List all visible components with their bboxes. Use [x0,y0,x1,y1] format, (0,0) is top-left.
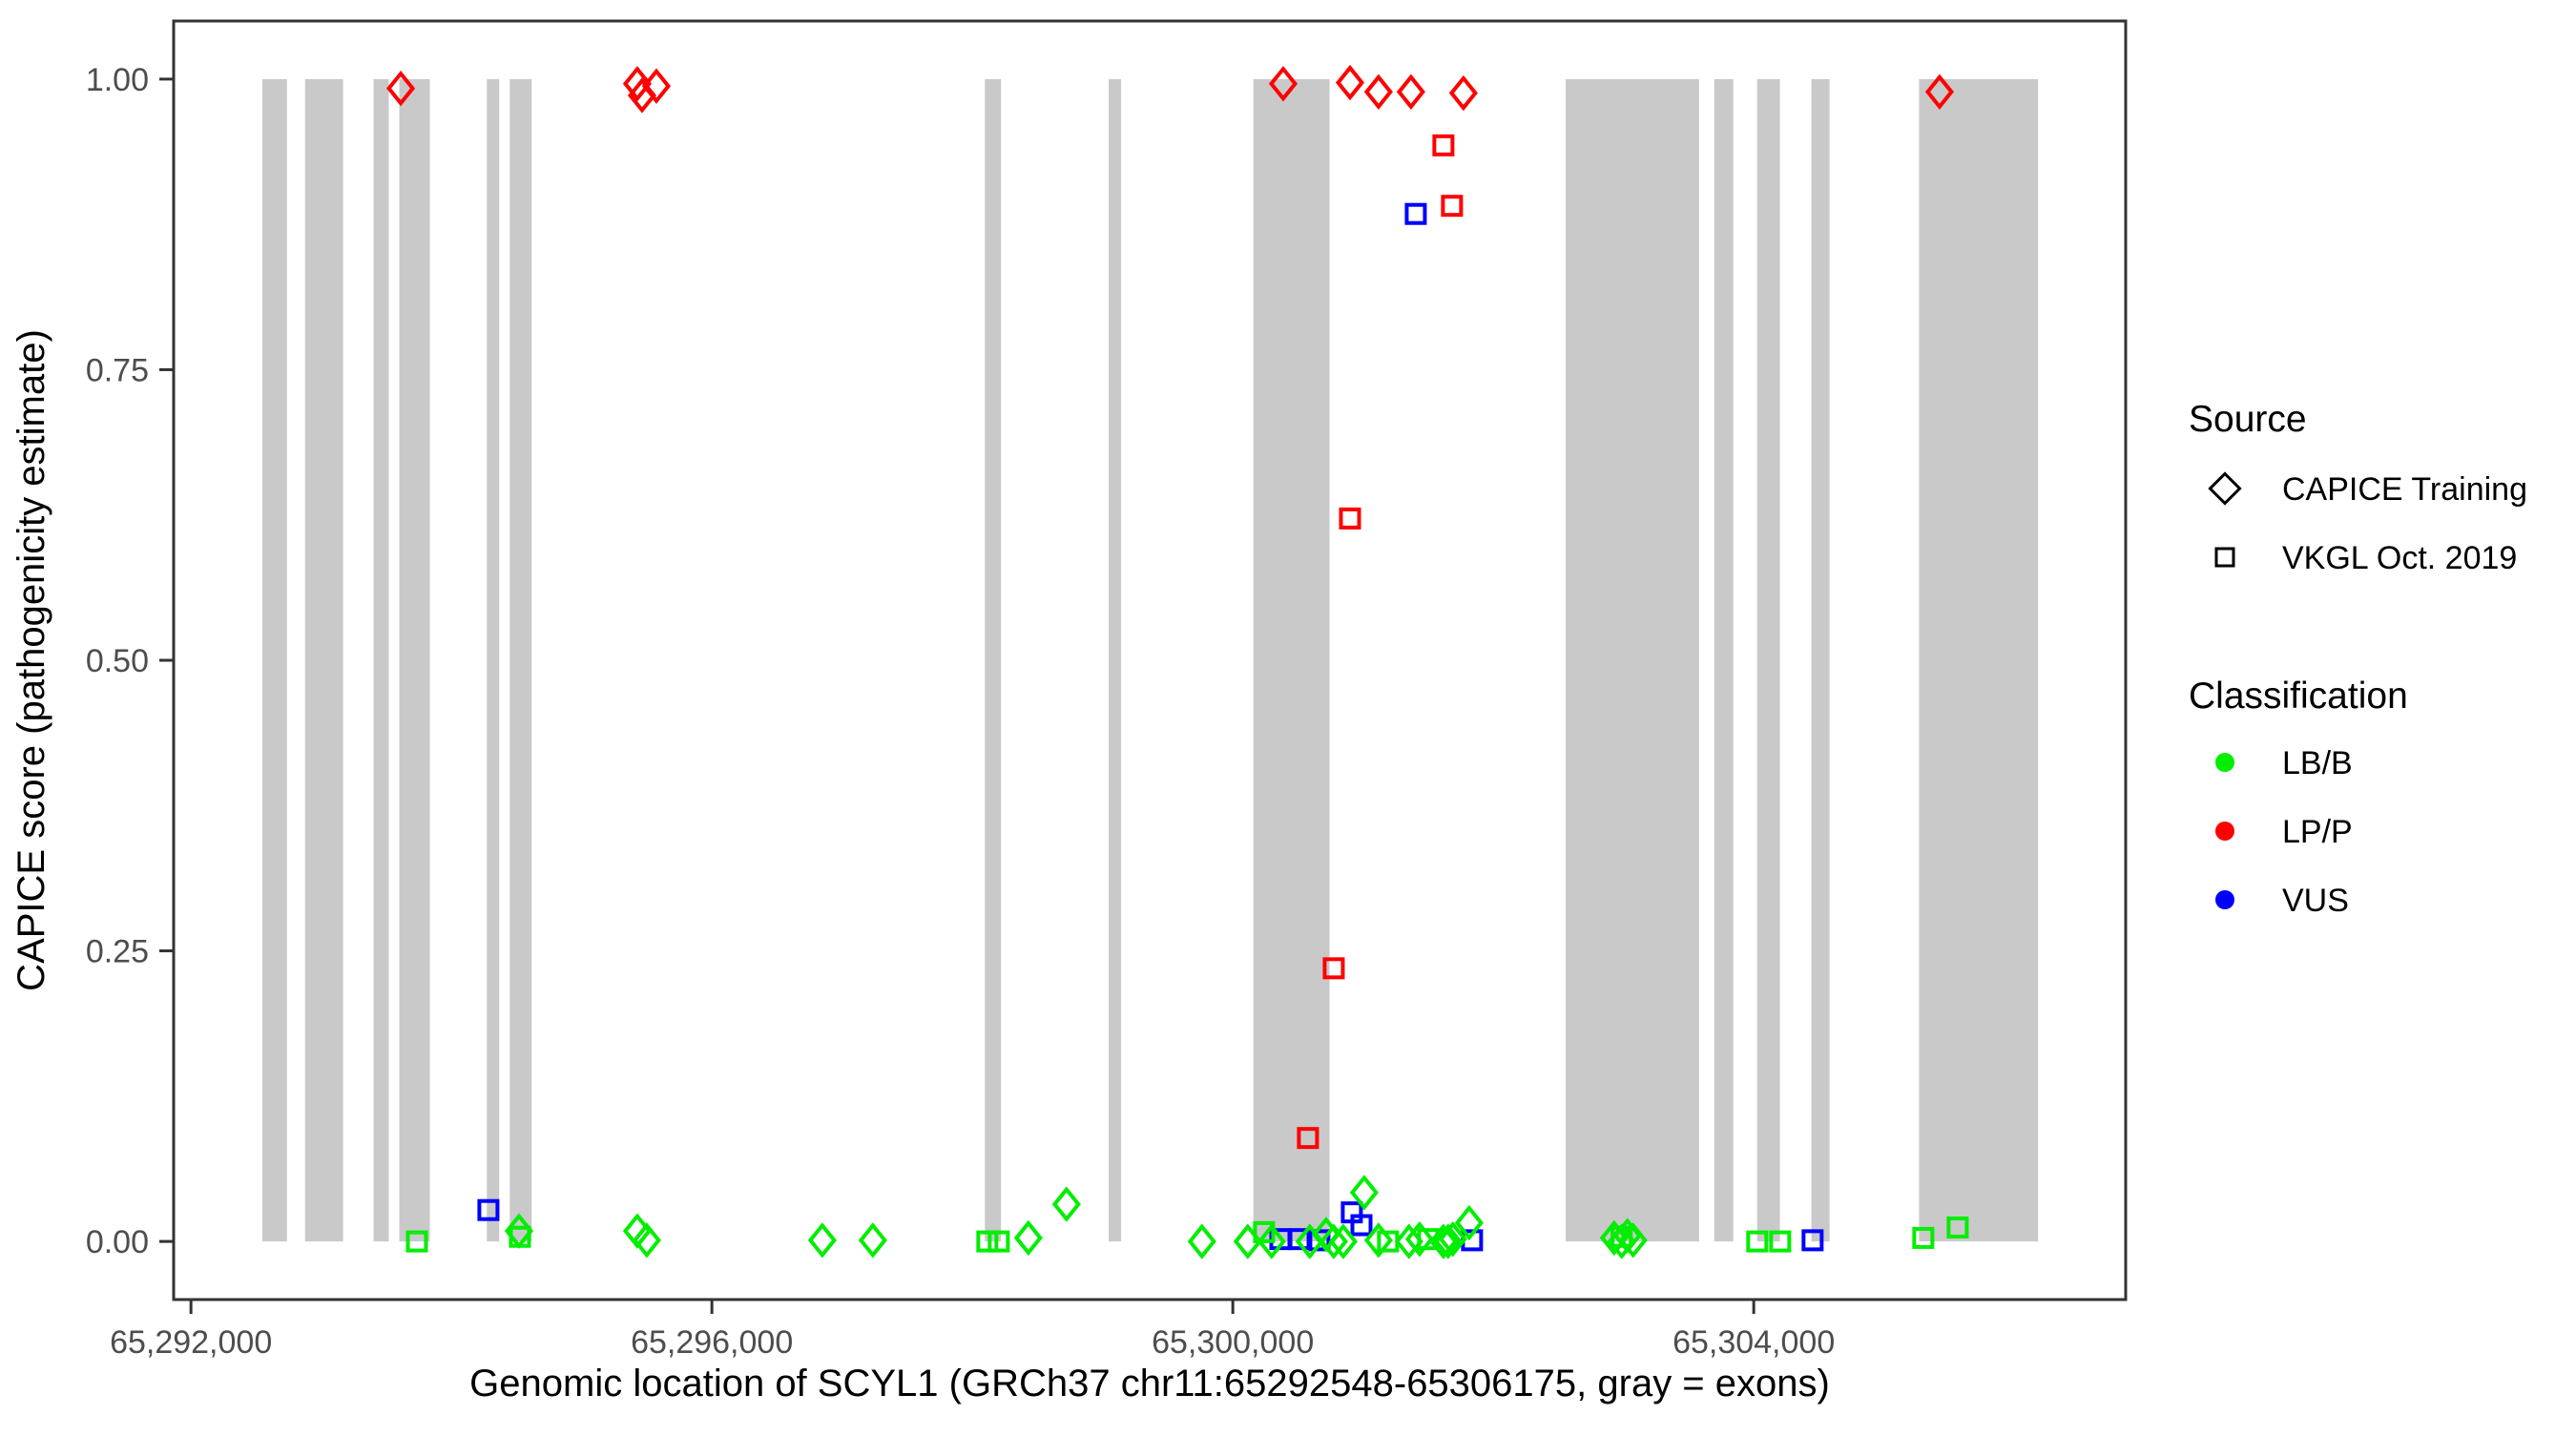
legend-item-lpp: LP/P [2215,814,2353,850]
exon-bar [1919,78,2039,1242]
scatter-point-square [1746,1230,1769,1253]
scatter-point-diamond [1618,1222,1648,1259]
scatter-point-square [477,1198,500,1221]
scatter-point-square [1308,1229,1331,1252]
legend-item-label: LP/P [2282,814,2353,850]
scatter-point-square [1769,1230,1792,1253]
scatter-point-square [1946,1216,1969,1238]
scatter-point-square [1417,1228,1440,1251]
exon-bar [509,78,532,1242]
scatter-point-diamond [1257,1223,1286,1259]
scatter-point-diamond [385,70,416,107]
scatter-point-diamond [807,1222,837,1259]
legend-item-vus: VUS [2215,883,2349,919]
scatter-point-square [1432,134,1455,156]
scatter-point-diamond [1051,1186,1081,1222]
y-axis-tick-label: 0.75 [86,352,149,388]
scatter-point-diamond [1599,1219,1629,1257]
scatter-point-square [1441,195,1464,218]
legend-item-label: VUS [2282,883,2349,919]
scatter-point-diamond [1438,1220,1467,1258]
exon-bar [304,78,343,1242]
square-marker-icon [2214,547,2235,568]
scatter-point-square [1404,202,1427,225]
scatter-point-diamond [1349,1175,1379,1211]
exon-bar [399,78,430,1242]
scatter-point-diamond [1013,1219,1043,1257]
scatter-point-square [405,1230,428,1253]
scatter-point-diamond [1454,1204,1484,1241]
legend-item-capice-training: CAPICE Training [2208,471,2527,508]
x-axis-tick-label: 65,304,000 [1672,1324,1835,1361]
scatter-point-square [1610,1225,1633,1248]
exon-bar [1253,78,1330,1242]
scatter-point-diamond [1328,1223,1358,1259]
scatter-point-diamond [641,68,672,104]
y-axis-title: CAPICE score (pathogenicity estimate) [10,329,52,991]
y-axis-tick-label: 0.25 [86,934,149,970]
plot-panel-border [172,19,2128,1301]
x-axis-tick-label: 65,292,000 [110,1324,272,1361]
scatter-point-diamond [1448,74,1478,112]
scatter-point-square [509,1225,531,1248]
legend-item-label: CAPICE Training [2282,471,2527,508]
legend-source-title: Source [2189,399,2307,440]
exon-bar [1566,78,1699,1242]
vus-color-dot-icon [2215,890,2234,909]
scatter-point-square [1339,507,1361,530]
scatter-point-square [987,1230,1010,1253]
exon-bar [261,78,287,1242]
scatter-point-square [1297,1127,1319,1150]
exon-bar [985,78,1002,1242]
scatter-point-diamond [1335,64,1365,101]
scatter-point-square [1350,1214,1373,1237]
lbb-color-dot-icon [2215,753,2234,772]
exon-bars-layer [261,78,2039,1242]
scatter-point-diamond [1394,1223,1423,1259]
scatter-point-diamond [1319,1223,1349,1259]
scatter-point-square [1912,1226,1935,1249]
scatter-point-diamond [1404,1220,1434,1258]
scatter-point-square [976,1230,999,1253]
legend-item-label: LB/B [2282,745,2353,781]
scatter-point-square [1377,1230,1400,1253]
scatter-point-square [1322,957,1345,980]
exon-bar [487,78,500,1242]
exon-bar [1756,78,1780,1242]
exon-bar [1811,78,1830,1242]
lpp-color-dot-icon [2215,822,2234,841]
scatter-point-square [1801,1229,1824,1252]
legend: Source CAPICE Training VKGL Oct. 2019 Cl… [2189,399,2527,919]
legend-classification-title: Classification [2189,676,2408,717]
exon-bar [1109,78,1122,1242]
scatter-point-diamond [1363,73,1393,110]
diamond-marker-icon [2208,471,2242,506]
axis-ticks-layer: 65,292,000 65,296,000 65,300,000 65,304,000… [86,62,1835,1361]
scatter-point-diamond [1363,1222,1393,1259]
y-axis-tick-label: 0.50 [86,643,149,679]
x-axis-title: Genomic location of SCYL1 (GRCh37 chr11:… [469,1363,1830,1405]
data-points-layer [385,64,1969,1259]
x-axis-tick-label: 65,300,000 [1152,1324,1314,1361]
scatter-point-diamond [858,1222,887,1259]
scatter-point-diamond [1924,73,1955,110]
exon-bar [373,78,389,1242]
y-axis-tick-label: 1.00 [86,62,149,98]
x-axis-tick-label: 65,296,000 [631,1324,793,1361]
legend-item-lbb: LB/B [2215,745,2353,781]
scatter-point-diamond [1433,1223,1463,1259]
scatter-point-diamond [1396,73,1425,110]
scatter-point-square [1253,1220,1276,1243]
scatter-point-diamond [622,66,653,102]
scatter-point-diamond [632,1222,661,1259]
y-axis-tick-label: 0.00 [86,1224,149,1260]
exon-bar [1714,78,1734,1242]
legend-item-vkgl: VKGL Oct. 2019 [2214,540,2517,576]
scatter-point-diamond [1268,66,1298,102]
legend-item-label: VKGL Oct. 2019 [2282,540,2517,576]
scatter-point-diamond [1187,1223,1216,1259]
